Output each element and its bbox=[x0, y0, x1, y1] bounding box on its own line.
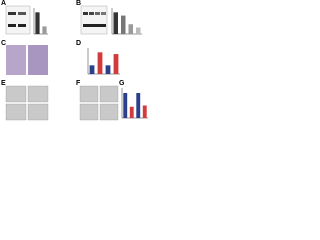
bar bbox=[129, 106, 134, 118]
panel-label: G bbox=[119, 80, 125, 87]
panel-label: E bbox=[1, 80, 6, 87]
bar bbox=[89, 65, 95, 74]
blot bbox=[80, 5, 108, 35]
bar bbox=[128, 24, 133, 34]
panel-label: F bbox=[76, 80, 81, 87]
bar bbox=[105, 65, 111, 74]
bar bbox=[97, 52, 103, 74]
bar bbox=[142, 105, 147, 118]
bar bbox=[113, 12, 118, 35]
panel-label: A bbox=[1, 0, 6, 7]
page: {"panels": [ {"label": "A", "bars": [1.0… bbox=[0, 0, 150, 128]
bar bbox=[121, 15, 126, 35]
bar bbox=[35, 12, 40, 35]
panel-label: B bbox=[76, 0, 81, 7]
bar bbox=[123, 93, 128, 118]
bar bbox=[42, 26, 47, 34]
scratch-images bbox=[5, 85, 119, 121]
bar bbox=[113, 54, 119, 74]
bar bbox=[136, 93, 141, 118]
figure: A B C D E F G bbox=[1, 0, 148, 121]
blot bbox=[5, 5, 31, 35]
panel-label: C bbox=[1, 40, 6, 47]
panel-label: D bbox=[76, 40, 81, 47]
microscopy bbox=[6, 45, 48, 75]
bar bbox=[136, 27, 141, 34]
